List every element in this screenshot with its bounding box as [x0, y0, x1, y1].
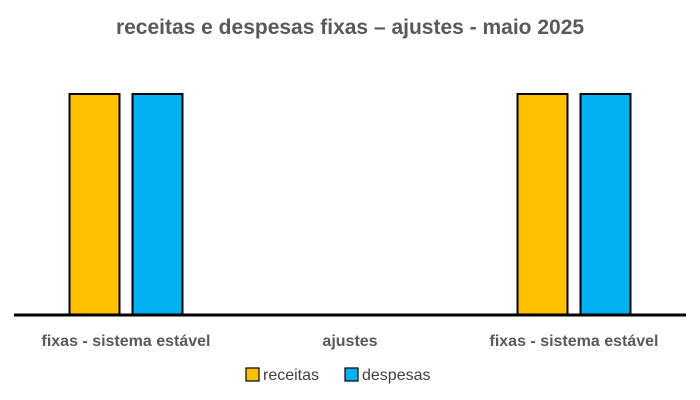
bar-despesas-0 — [131, 93, 184, 316]
bars-group — [68, 93, 632, 316]
legend: receitas despesas — [245, 367, 431, 384]
bar-receitas-0 — [68, 93, 121, 316]
category-labels: fixas - sistema estável ajustes fixas - si… — [42, 333, 659, 350]
legend-swatch-despesas — [344, 367, 359, 382]
bar-receitas-2 — [516, 93, 569, 316]
bar-despesas-2 — [579, 93, 632, 316]
category-label-2: fixas - sistema estável — [490, 333, 659, 350]
category-label-1: ajustes — [322, 333, 377, 350]
legend-label-despesas: despesas — [362, 367, 431, 384]
category-label-0: fixas - sistema estável — [42, 333, 211, 350]
legend-swatch-receitas — [245, 367, 260, 382]
legend-label-receitas: receitas — [263, 367, 319, 384]
chart-title: receitas e despesas fixas – ajustes - ma… — [116, 16, 584, 39]
